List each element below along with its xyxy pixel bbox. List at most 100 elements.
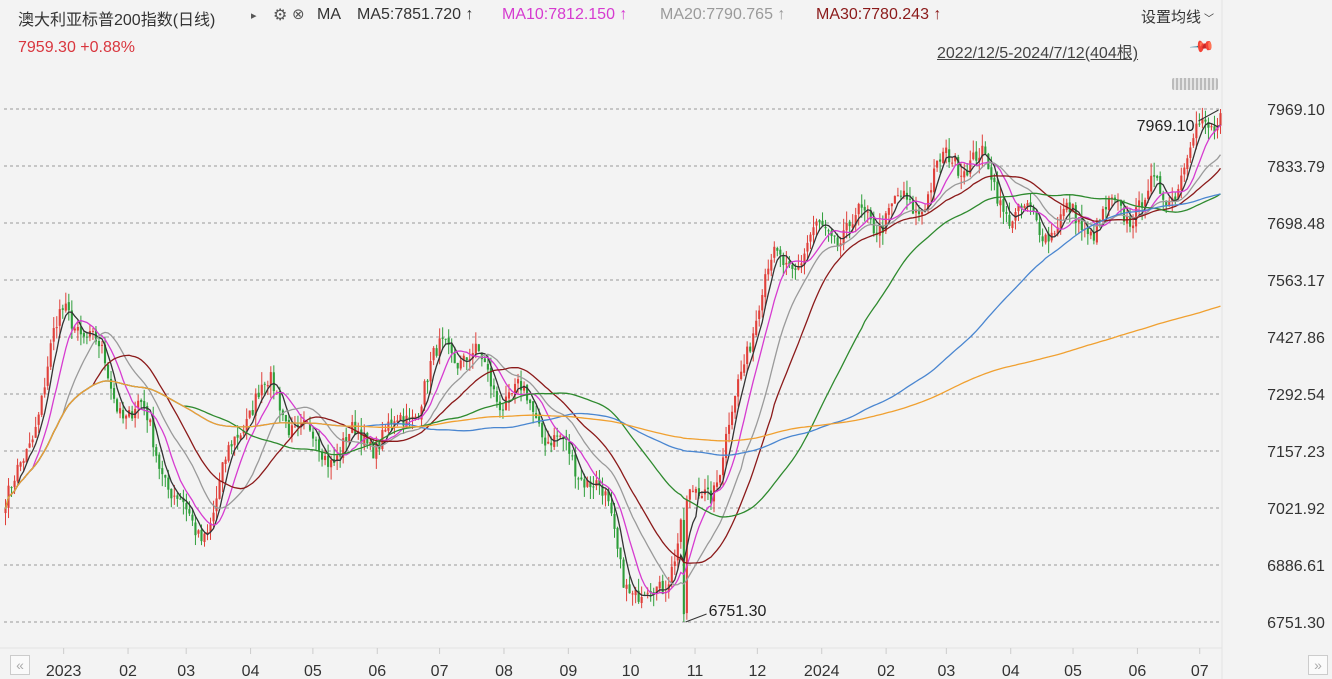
candle-body [670, 566, 673, 584]
candle-body [140, 399, 143, 403]
candle-body [122, 409, 125, 419]
candle-body [330, 460, 333, 468]
candle-body [296, 424, 300, 426]
candle-body [384, 429, 387, 432]
date-range-link[interactable]: 2022/12/5-2024/7/12(404根) [937, 45, 1139, 62]
candle-body [755, 320, 758, 336]
candle-body [339, 455, 342, 457]
candle-body [715, 482, 719, 487]
candle-body [495, 391, 498, 402]
candle-body [661, 580, 664, 595]
candle-body [19, 462, 22, 467]
candle-body [697, 488, 700, 497]
x-tick-label: 08 [495, 663, 513, 679]
candle-body [224, 459, 227, 464]
candle-body [815, 221, 818, 226]
ma5-value: MA5:7851.720 ↑ [357, 6, 474, 23]
candle-body [67, 302, 70, 311]
candle-body [432, 347, 435, 361]
chart-header: 澳大利亚标普200指数(日线) ▸ ⚙ ⊗ MA MA5:7851.720 ↑ … [0, 0, 1332, 32]
candle-body [1153, 175, 1156, 177]
candle-body [308, 423, 312, 431]
candle-body [519, 381, 523, 391]
candle-body [908, 198, 912, 200]
scroll-right-button[interactable]: » [1308, 655, 1328, 675]
y-tick-label: 7021.92 [1267, 501, 1325, 518]
candle-body [833, 235, 836, 237]
candle-body [372, 442, 375, 459]
ma-settings-button[interactable]: 设置均线 ﹀ [1141, 6, 1214, 27]
candle-body [818, 220, 821, 223]
candle-body [191, 514, 194, 521]
ma30-value: MA30:7780.243 ↑ [816, 6, 942, 23]
candle-body [740, 371, 743, 380]
play-icon[interactable]: ▸ [251, 10, 257, 22]
candle-body [327, 455, 330, 467]
candle-body [492, 385, 495, 390]
close-icon[interactable]: ⊗ [292, 6, 305, 23]
candle-body [254, 393, 257, 416]
candle-body [1008, 214, 1011, 227]
candle-body [1029, 202, 1032, 208]
candle-body [613, 513, 616, 529]
candle-body [37, 414, 40, 425]
candle-body [836, 237, 839, 247]
y-tick-label: 7563.17 [1267, 273, 1325, 290]
candle-body [963, 171, 966, 178]
candle-body [631, 593, 634, 595]
candle-body [40, 395, 43, 415]
candle-body [1165, 200, 1168, 207]
candle-body [155, 447, 158, 456]
x-tick-label: 07 [431, 663, 449, 679]
candle-body [993, 177, 996, 183]
gear-icon[interactable]: ⚙ [273, 7, 288, 24]
candle-body [1189, 147, 1192, 158]
candle-body [1138, 200, 1141, 207]
candle-body [342, 438, 345, 458]
candle-body [957, 156, 960, 176]
x-tick-label: 03 [177, 663, 195, 679]
candle-body [565, 438, 568, 440]
candle-body [501, 409, 505, 411]
candle-body [131, 411, 134, 419]
y-tick-label: 7292.54 [1267, 387, 1325, 404]
x-tick-label: 06 [1129, 663, 1147, 679]
candle-body [441, 337, 444, 339]
candle-body [143, 401, 146, 409]
candle-body [996, 181, 999, 204]
candle-body [179, 498, 182, 500]
candle-body [25, 449, 28, 463]
candle-body [544, 437, 547, 446]
candle-body [845, 223, 848, 231]
candle-body [447, 337, 450, 345]
candle-body [203, 533, 206, 543]
candle-body [1168, 200, 1171, 207]
candle-body [34, 426, 37, 438]
candle-body [541, 423, 544, 438]
candle-body [1038, 222, 1041, 235]
candle-body [972, 152, 975, 160]
candle-body [917, 210, 921, 215]
candle-body [721, 457, 725, 476]
scroll-left-button[interactable]: « [10, 655, 30, 675]
candle-body [734, 395, 737, 413]
candle-body [408, 417, 411, 419]
candle-body [824, 226, 827, 229]
candle-body [79, 326, 82, 335]
candle-body [70, 310, 73, 329]
candle-body [1041, 236, 1044, 242]
candle-body [960, 175, 963, 177]
candle-body [914, 209, 918, 213]
legend-drag-handle[interactable] [1172, 78, 1218, 90]
candle-body [580, 477, 583, 480]
candle-body [507, 392, 511, 399]
candle-body [31, 439, 34, 443]
candle-body [321, 452, 324, 460]
candle-body [459, 360, 462, 369]
x-tick-label: 04 [242, 663, 260, 679]
candle-body [1192, 138, 1195, 146]
candle-body [821, 220, 824, 226]
candle-body [782, 255, 785, 266]
candle-body [930, 190, 933, 193]
